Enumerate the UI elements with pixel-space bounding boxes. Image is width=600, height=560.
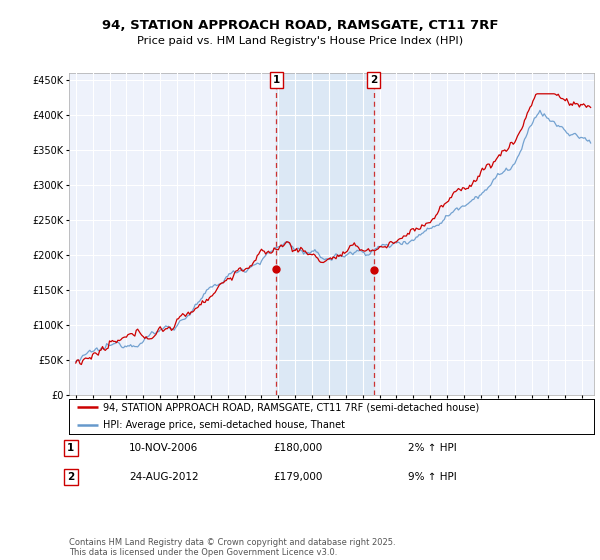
Text: £179,000: £179,000 [273,472,322,482]
Text: £180,000: £180,000 [273,443,322,453]
Text: 1: 1 [272,75,280,85]
Text: 10-NOV-2006: 10-NOV-2006 [129,443,198,453]
Text: 24-AUG-2012: 24-AUG-2012 [129,472,199,482]
Text: 2: 2 [370,75,377,85]
Text: 94, STATION APPROACH ROAD, RAMSGATE, CT11 7RF (semi-detached house): 94, STATION APPROACH ROAD, RAMSGATE, CT1… [103,402,479,412]
Text: 2: 2 [67,472,74,482]
Text: HPI: Average price, semi-detached house, Thanet: HPI: Average price, semi-detached house,… [103,421,345,430]
Text: 94, STATION APPROACH ROAD, RAMSGATE, CT11 7RF: 94, STATION APPROACH ROAD, RAMSGATE, CT1… [102,18,498,32]
Text: 9% ↑ HPI: 9% ↑ HPI [408,472,457,482]
Text: 2% ↑ HPI: 2% ↑ HPI [408,443,457,453]
Text: Contains HM Land Registry data © Crown copyright and database right 2025.
This d: Contains HM Land Registry data © Crown c… [69,538,395,557]
Bar [276,73,374,395]
Text: 1: 1 [67,443,74,453]
Text: Price paid vs. HM Land Registry's House Price Index (HPI): Price paid vs. HM Land Registry's House … [137,36,463,46]
